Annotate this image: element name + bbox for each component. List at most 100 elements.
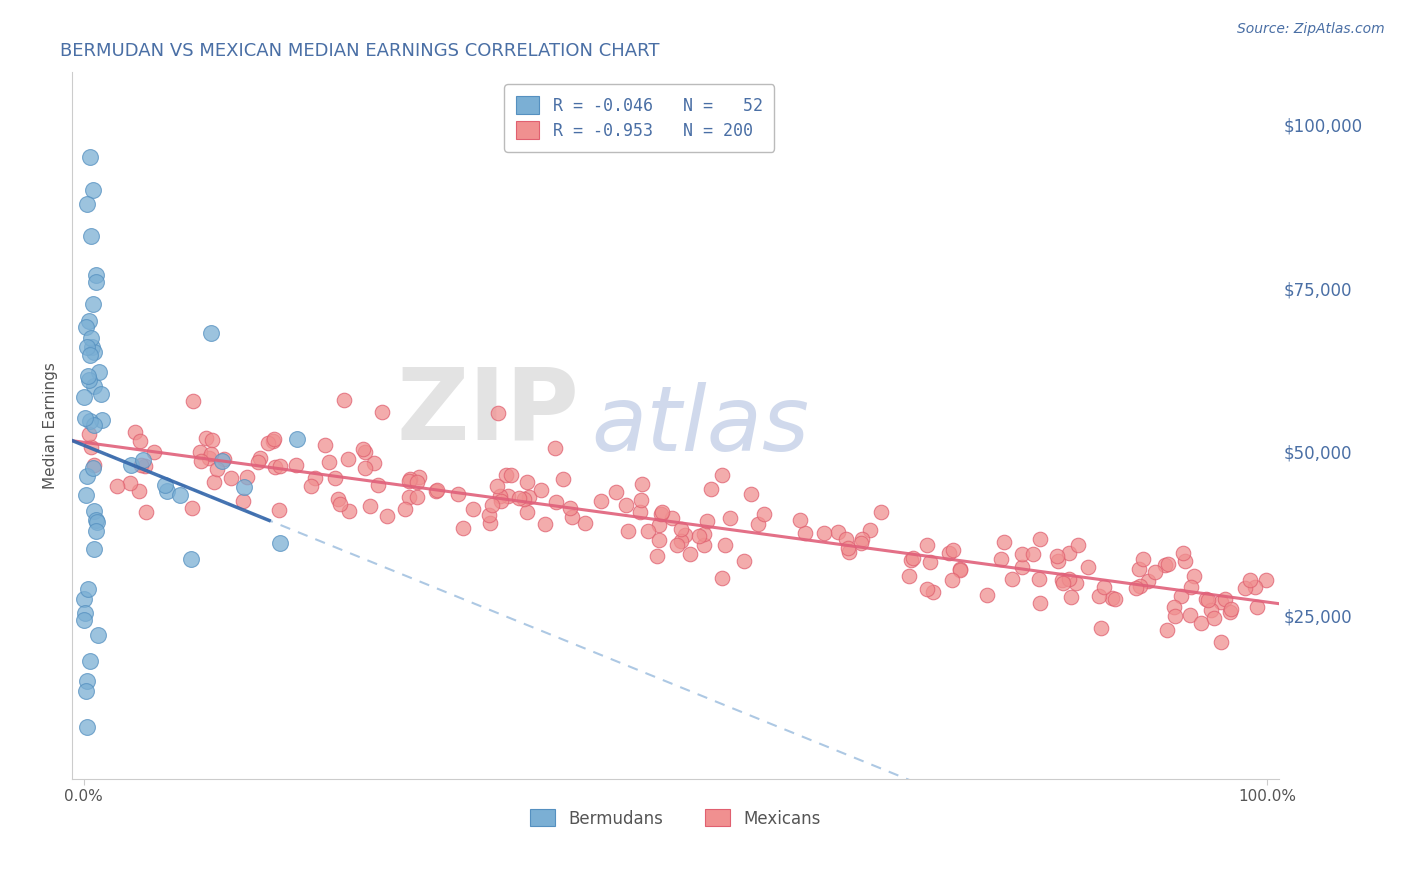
Point: [631, 476, 654, 491]
Point: [976, 588, 998, 602]
Point: [1052, 573, 1074, 587]
Point: [1022, 548, 1045, 562]
Point: [77, 374, 100, 388]
Point: [1164, 609, 1187, 624]
Point: [201, 433, 224, 447]
Point: [1137, 574, 1160, 589]
Point: [859, 523, 882, 537]
Y-axis label: Median Earnings: Median Earnings: [44, 362, 58, 489]
Point: [425, 483, 447, 498]
Point: [922, 584, 945, 599]
Point: [918, 555, 941, 569]
Point: [496, 489, 519, 503]
Point: [688, 529, 710, 543]
Point: [399, 472, 422, 486]
Point: [650, 506, 672, 520]
Point: [665, 538, 688, 552]
Point: [637, 524, 659, 538]
Point: [1059, 572, 1081, 586]
Point: [673, 528, 696, 542]
Point: [82, 183, 104, 197]
Point: [249, 450, 271, 465]
Point: [533, 516, 555, 531]
Point: [155, 478, 177, 492]
Point: [544, 441, 567, 455]
Point: [949, 563, 972, 577]
Point: [82, 297, 104, 311]
Point: [1246, 599, 1268, 614]
Point: [1170, 589, 1192, 603]
Point: [710, 468, 733, 483]
Point: [574, 516, 596, 531]
Point: [650, 508, 672, 522]
Point: [77, 426, 100, 441]
Point: [76, 720, 98, 734]
Point: [1199, 603, 1222, 617]
Point: [1092, 580, 1115, 594]
Point: [118, 476, 141, 491]
Point: [87, 628, 110, 642]
Point: [1090, 622, 1112, 636]
Point: [617, 524, 640, 538]
Point: [359, 500, 381, 514]
Point: [1174, 553, 1197, 567]
Point: [76, 340, 98, 354]
Point: [205, 462, 228, 476]
Point: [900, 553, 922, 567]
Point: [486, 479, 509, 493]
Point: [83, 345, 105, 359]
Point: [83, 458, 105, 473]
Point: [733, 554, 755, 568]
Point: [740, 486, 762, 500]
Point: [426, 483, 449, 497]
Point: [546, 494, 568, 508]
Point: [789, 513, 811, 527]
Point: [235, 470, 257, 484]
Point: [1143, 565, 1166, 579]
Point: [897, 569, 920, 583]
Point: [370, 405, 392, 419]
Point: [1059, 546, 1081, 560]
Point: [314, 437, 336, 451]
Point: [83, 417, 105, 432]
Point: [211, 454, 233, 468]
Point: [326, 491, 349, 506]
Point: [212, 451, 235, 466]
Point: [630, 492, 652, 507]
Point: [1219, 605, 1241, 619]
Point: [661, 511, 683, 525]
Point: [851, 533, 873, 547]
Point: [262, 434, 284, 448]
Point: [263, 460, 285, 475]
Point: [451, 521, 474, 535]
Point: [1156, 624, 1178, 638]
Point: [84, 513, 107, 527]
Point: [79, 151, 101, 165]
Point: [405, 475, 427, 490]
Point: [560, 501, 582, 516]
Point: [233, 480, 256, 494]
Point: [1125, 581, 1147, 595]
Point: [352, 442, 374, 456]
Point: [82, 461, 104, 475]
Point: [375, 508, 398, 523]
Point: [247, 454, 270, 468]
Point: [508, 491, 530, 506]
Point: [942, 543, 965, 558]
Legend: Bermudans, Mexicans: Bermudans, Mexicans: [523, 803, 827, 834]
Point: [561, 510, 583, 524]
Point: [1029, 532, 1052, 546]
Point: [692, 538, 714, 552]
Point: [478, 508, 501, 523]
Point: [1233, 581, 1256, 595]
Point: [75, 319, 97, 334]
Point: [1077, 559, 1099, 574]
Point: [394, 501, 416, 516]
Point: [84, 268, 107, 283]
Point: [89, 365, 111, 379]
Point: [1011, 559, 1033, 574]
Point: [180, 500, 202, 515]
Point: [486, 406, 509, 420]
Point: [1046, 549, 1069, 563]
Point: [1087, 589, 1109, 603]
